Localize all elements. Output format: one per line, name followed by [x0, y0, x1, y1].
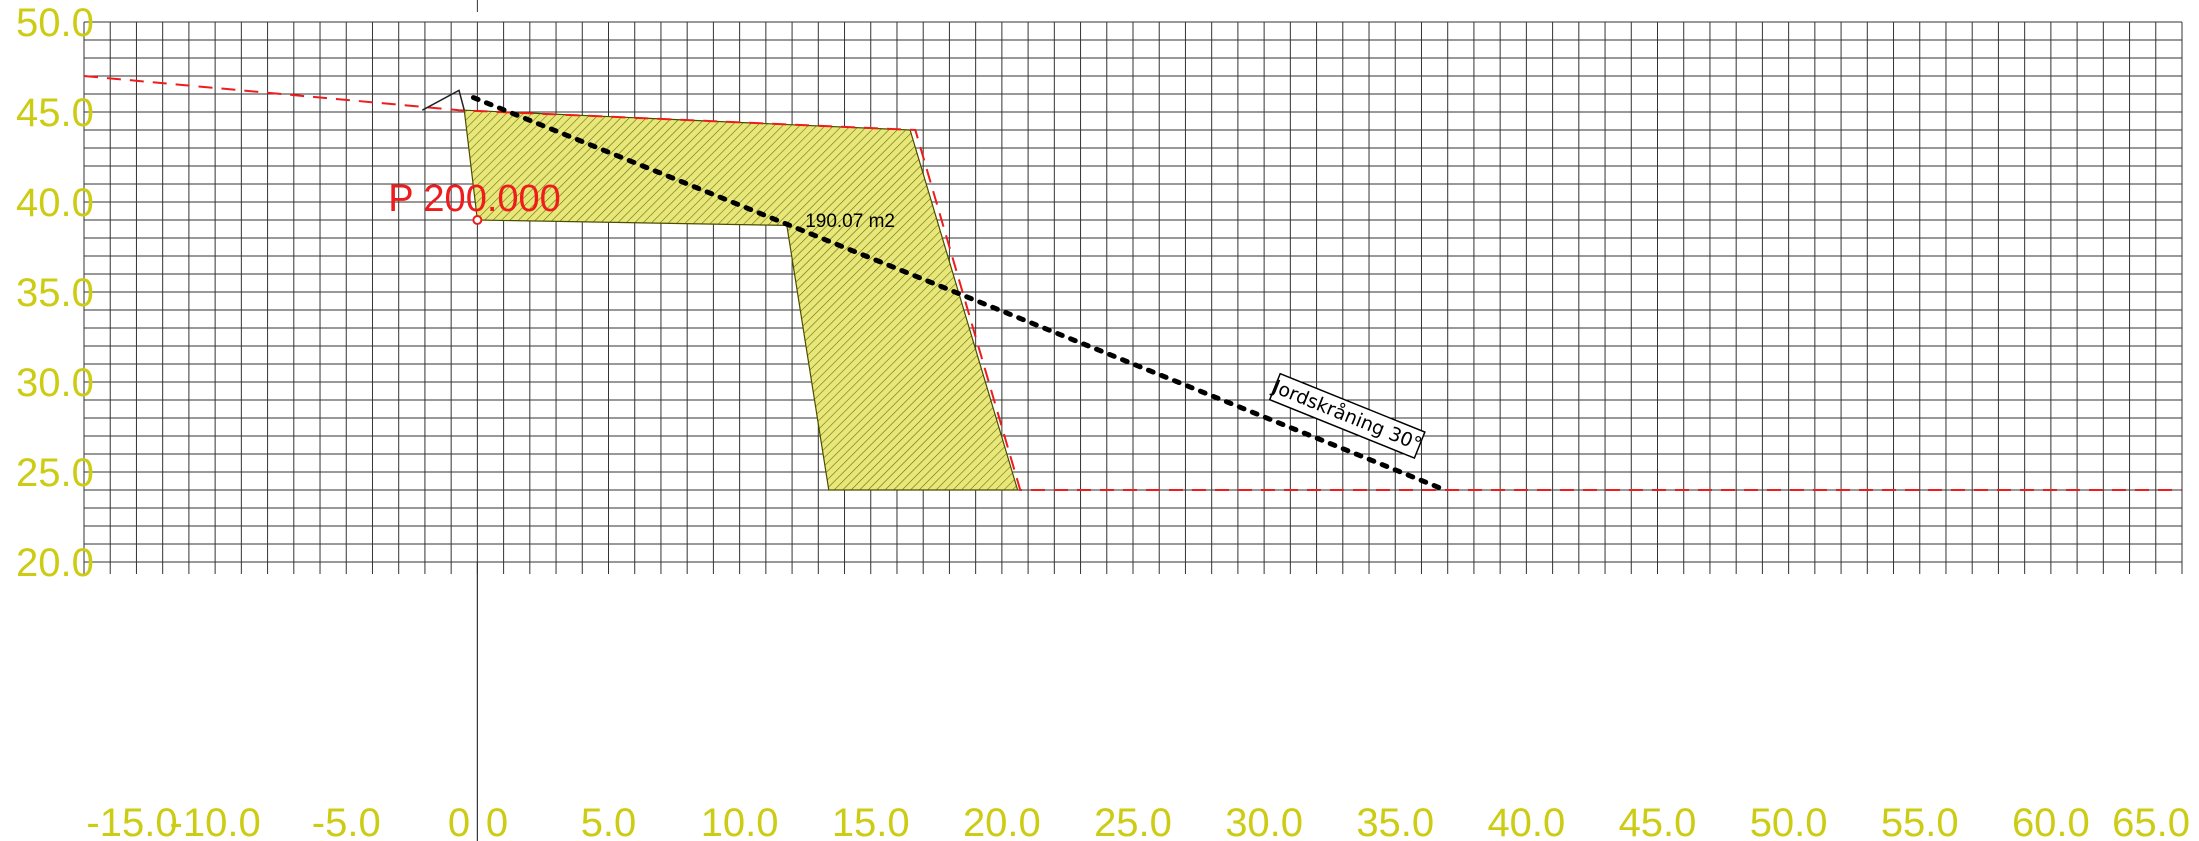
- area-label: 190.07 m2: [805, 211, 895, 232]
- x-tick-label: 0: [448, 801, 470, 841]
- y-tick-label: 45.0: [16, 91, 94, 135]
- x-tick-label: 20.0: [963, 801, 1041, 841]
- x-tick-label: 60.0: [2012, 801, 2090, 841]
- slope-label-tag: Jordskråning 30°: [1268, 372, 1426, 460]
- point-marker: [472, 215, 483, 225]
- x-tick-label: 55.0: [1881, 801, 1959, 841]
- grid: [83, 0, 2183, 841]
- x-axis-tick-labels: -15.0-10.0 -5.0 0 0 5.0 10.0 15.0 20.0 25.0 30.0 3…: [86, 801, 2190, 841]
- point-label: P 200.000: [388, 178, 561, 220]
- y-tick-label: 35.0: [16, 271, 94, 315]
- y-tick-label: 20.0: [16, 541, 94, 585]
- excavation-area: [463, 109, 1019, 491]
- x-tick-label: 10.0: [701, 801, 779, 841]
- terrain-line: [83, 75, 2182, 491]
- x-tick-label: 65.0: [2112, 801, 2190, 841]
- x-tick-label: 15.0: [832, 801, 910, 841]
- x-tick-label: 25.0: [1094, 801, 1172, 841]
- x-tick-label: 50.0: [1750, 801, 1828, 841]
- y-tick-label: 30.0: [16, 361, 94, 405]
- x-tick-label: -5.0: [312, 801, 381, 841]
- y-tick-label: 40.0: [16, 181, 94, 225]
- x-tick-label: -15.0: [86, 801, 177, 841]
- y-tick-label: 50.0: [16, 1, 94, 45]
- x-tick-label: 45.0: [1619, 801, 1697, 841]
- y-axis-tick-labels: 50.0 45.0 40.0 35.0 30.0 25.0 20.0: [16, 1, 94, 585]
- slope-start-marker: [421, 89, 465, 111]
- x-tick-label: 40.0: [1487, 801, 1565, 841]
- slope-label: Jordskråning 30°: [1269, 375, 1425, 456]
- y-tick-label: 25.0: [16, 451, 94, 495]
- x-tick-label: 30.0: [1225, 801, 1303, 841]
- x-tick-label: 5.0: [581, 801, 637, 841]
- x-tick-label: 35.0: [1356, 801, 1434, 841]
- x-tick-label: 0: [486, 801, 508, 841]
- slope-line: [470, 95, 1448, 493]
- x-tick-label: -10.0: [170, 801, 261, 841]
- slope-label-box: [1268, 372, 1426, 460]
